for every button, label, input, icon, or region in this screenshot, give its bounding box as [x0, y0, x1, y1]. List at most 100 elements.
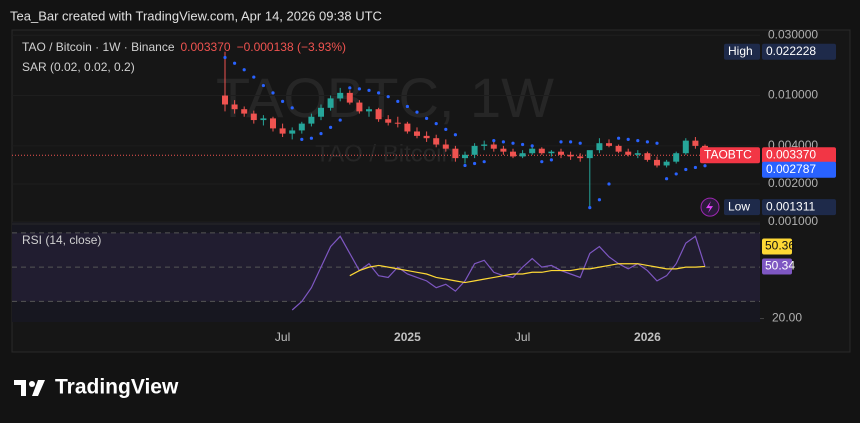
sar-dot: [463, 163, 467, 168]
high-tag-label: High: [728, 44, 753, 58]
x-tick-label: 2026: [634, 330, 661, 344]
candle-body: [481, 144, 488, 146]
sar-dot: [665, 177, 669, 181]
last-tag-label: TAOBTC: [704, 147, 752, 161]
sar-dot: [521, 142, 525, 147]
logo-mark: [14, 380, 26, 396]
low-tag-box: [762, 199, 836, 216]
sar-dot: [617, 136, 621, 140]
candle-body: [471, 145, 478, 155]
sar-dot: [396, 99, 400, 103]
sar-dot: [674, 172, 678, 176]
last-tag-label-box: [700, 147, 760, 164]
x-tick-label: Jul: [515, 330, 530, 344]
candle-body: [318, 107, 324, 117]
sar-dot: [377, 91, 381, 95]
sar-dot: [300, 137, 304, 142]
y-tick-label: 0.001000: [768, 214, 818, 228]
sar-dot: [357, 87, 361, 91]
candle-body: [442, 144, 449, 149]
candle-body: [250, 113, 257, 121]
x-tick-label: 2025: [394, 330, 421, 344]
candle-body: [615, 145, 622, 152]
candle-body: [289, 130, 296, 134]
sar-dot: [348, 86, 352, 90]
sar-dot: [473, 161, 477, 166]
sar-dot: [290, 106, 294, 110]
sar-dot: [703, 164, 707, 168]
sar-dot: [511, 141, 515, 145]
y-tick-label: 0.002000: [768, 176, 818, 190]
low-tag-label-box: [724, 199, 760, 216]
sar-dot: [252, 75, 256, 79]
candle-body: [260, 118, 267, 121]
candle-body: [375, 109, 382, 120]
y-tick-label: 0.010000: [768, 88, 818, 102]
rsi-tag-box: [762, 258, 792, 275]
legend-price: 0.003370: [181, 40, 231, 54]
sar-dot: [549, 158, 554, 162]
candle-body: [500, 148, 507, 152]
candle-body: [606, 143, 612, 146]
candle-body: [510, 151, 516, 157]
candle-body: [538, 148, 545, 154]
candle-body: [337, 92, 344, 99]
candle-body: [567, 154, 574, 157]
sar-dot: [444, 127, 448, 131]
last-tag-value: 0.003370: [766, 147, 816, 161]
candle-body: [654, 159, 660, 166]
candle-body: [414, 131, 420, 136]
legend-change: −0.000138 (−3.93%): [237, 40, 346, 54]
sar-dot: [684, 167, 688, 172]
low-tag-value: 0.001311: [766, 199, 815, 213]
sar-tag-value: 0.002787: [766, 162, 816, 176]
sar-dot: [578, 141, 582, 145]
candle-body: [433, 138, 440, 145]
sar-dot: [338, 118, 342, 122]
sar-dot: [434, 122, 438, 126]
rsi-tag-value: 50.34: [765, 259, 795, 273]
candle-body: [558, 151, 564, 155]
rsi-pane: [12, 222, 760, 322]
tradingview-logo: TradingView: [14, 376, 179, 399]
candle-body: [596, 143, 603, 151]
last-tag-box: [762, 147, 836, 164]
candle-body: [279, 128, 286, 134]
candle-body: [327, 98, 334, 108]
legend-line: TAO / Bitcoin · 1W · Binance 0.003370 −0.0…: [22, 40, 346, 54]
candle-body: [663, 161, 670, 166]
attribution: Tea_Bar created with TradingView.com, Ap…: [10, 8, 382, 23]
candle-body: [356, 102, 363, 112]
high-tag-value: 0.022228: [766, 44, 816, 58]
watermark: TAOBTC, 1W: [216, 66, 554, 129]
watermark-sub: TAO / Bitcoin: [315, 140, 455, 167]
candle-body: [625, 151, 632, 155]
sar-dot: [319, 132, 323, 136]
candle-body: [634, 153, 641, 155]
logo-dot: [29, 381, 35, 387]
sar-dot: [588, 205, 592, 210]
candle-body: [519, 153, 526, 157]
sar-dot: [405, 104, 409, 109]
candle-body: [682, 140, 689, 154]
plot: 0.0300000.0100000.0040000.0020000.001000…: [12, 27, 836, 344]
sar-legend: SAR (0.02, 0.02, 0.2): [22, 60, 135, 74]
sar-dot: [309, 136, 313, 140]
rsi-ma-line: [349, 263, 706, 284]
candle-body: [577, 156, 584, 159]
candle-body: [673, 153, 680, 162]
rsi-legend: RSI (14, close): [22, 233, 101, 247]
candle-body: [586, 150, 593, 159]
sar-dot: [636, 139, 640, 143]
sar-dot: [655, 141, 659, 145]
sar-dot: [242, 68, 246, 72]
candle-body: [529, 148, 536, 154]
candle-body: [346, 92, 353, 103]
sar-dot: [597, 198, 602, 202]
candle-body: [308, 116, 315, 124]
candle-body: [366, 109, 372, 112]
sar-dot: [482, 160, 486, 164]
candle-body: [423, 135, 430, 139]
